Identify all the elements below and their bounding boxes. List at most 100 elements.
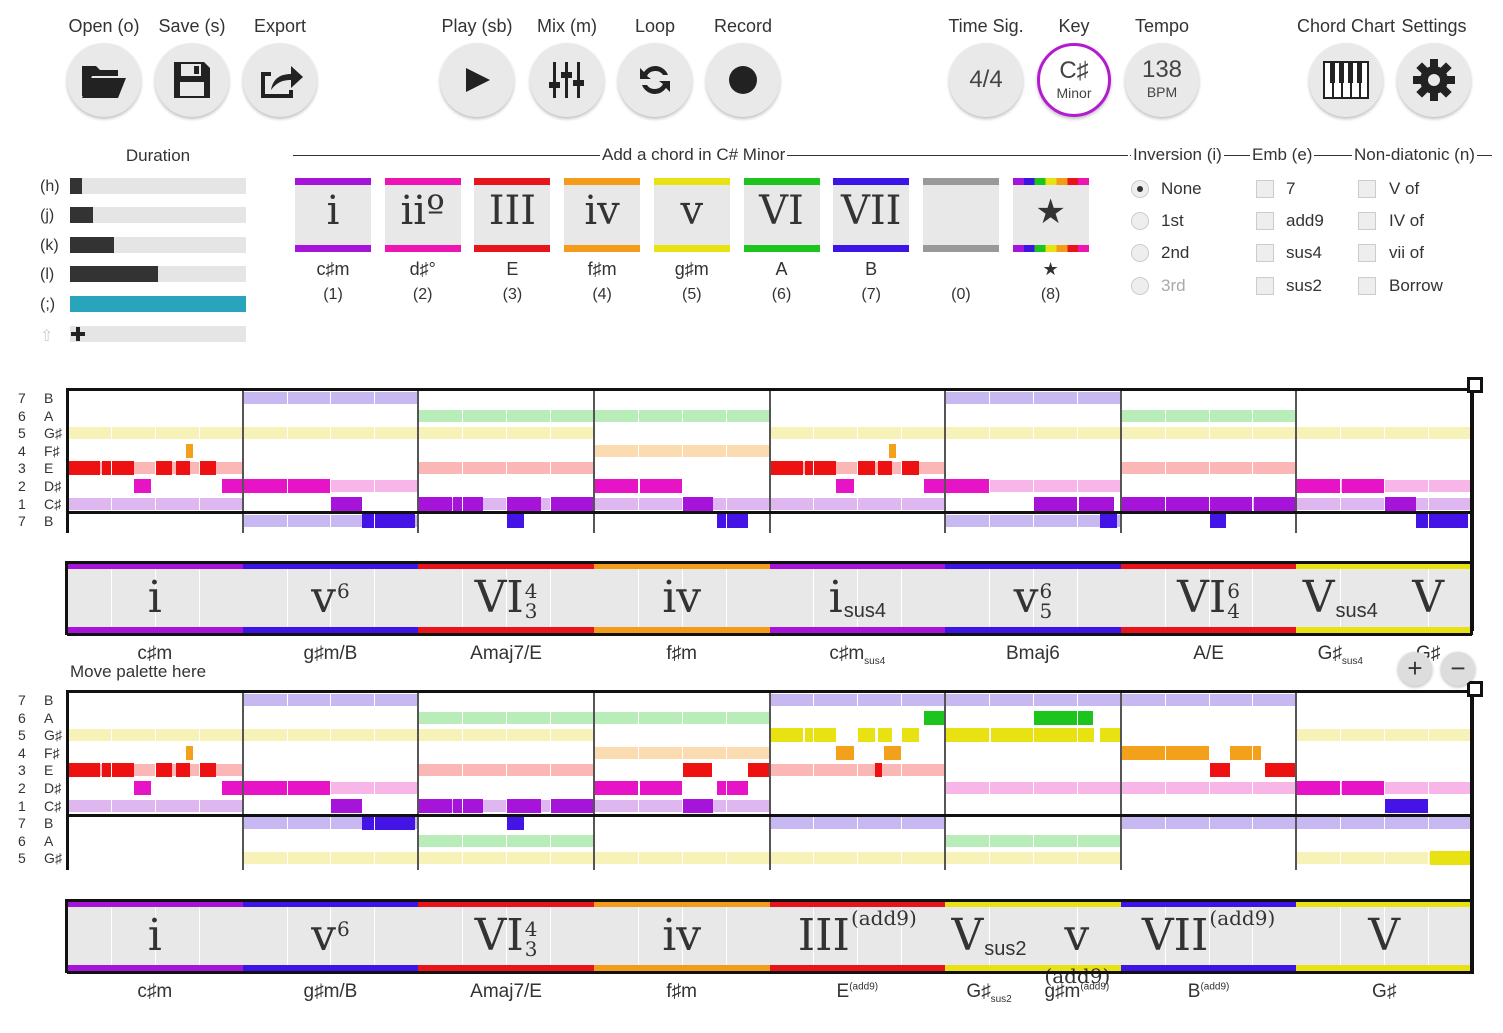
note-block[interactable] <box>1032 728 1095 743</box>
note-block[interactable] <box>883 745 902 760</box>
note-block[interactable] <box>924 710 946 725</box>
note-block[interactable] <box>1099 728 1121 743</box>
inversion-radio[interactable] <box>1131 180 1149 198</box>
note-block[interactable] <box>397 816 415 831</box>
nondiatonic-checkbox[interactable] <box>1358 244 1376 262</box>
note-block[interactable] <box>418 496 452 511</box>
note-block[interactable] <box>1208 514 1227 529</box>
note-block[interactable] <box>288 479 331 493</box>
note-block[interactable] <box>901 728 919 743</box>
note-block[interactable] <box>681 798 714 813</box>
note-block[interactable] <box>1384 798 1429 813</box>
inversion-radio[interactable] <box>1131 212 1149 230</box>
chord-cell[interactable]: VI 6 4 <box>1120 563 1297 633</box>
chord-cell[interactable]: VII (add9) <box>1120 901 1297 971</box>
note-block[interactable] <box>1296 781 1341 795</box>
note-block[interactable] <box>67 461 101 476</box>
chord-card[interactable]: i <box>295 178 371 252</box>
settings-button[interactable] <box>1397 43 1471 117</box>
chord-card[interactable]: iv <box>564 178 641 252</box>
note-block[interactable] <box>593 479 638 493</box>
note-block[interactable] <box>857 728 875 743</box>
chord-card[interactable]: VII <box>833 178 910 252</box>
tempo-button[interactable]: 138 BPM <box>1125 43 1199 117</box>
emb-checkbox[interactable] <box>1256 244 1274 262</box>
dot-duration-bar[interactable] <box>70 326 246 342</box>
note-block[interactable] <box>748 763 770 778</box>
note-block[interactable] <box>1208 763 1230 778</box>
duration-bar[interactable] <box>70 266 246 282</box>
note-block[interactable] <box>549 496 594 511</box>
note-block[interactable] <box>1208 496 1253 511</box>
note-block[interactable] <box>888 443 896 458</box>
key-button[interactable]: C♯ Minor <box>1037 43 1111 117</box>
play-button[interactable] <box>440 43 514 117</box>
note-block[interactable] <box>1296 479 1341 493</box>
note-block[interactable] <box>186 443 194 458</box>
note-block[interactable] <box>506 816 524 831</box>
note-block[interactable] <box>901 461 919 476</box>
note-block[interactable] <box>1429 851 1472 866</box>
chord-cell[interactable]: i sus4 <box>769 563 946 633</box>
note-block[interactable] <box>1264 763 1297 778</box>
duration-bar[interactable] <box>70 296 246 312</box>
duration-bar[interactable] <box>70 237 246 253</box>
note-block[interactable] <box>175 461 190 476</box>
note-block[interactable] <box>1166 745 1209 760</box>
note-block[interactable] <box>198 461 217 476</box>
chord-cell[interactable]: VI 4 3 <box>418 563 594 633</box>
note-block[interactable] <box>769 728 803 743</box>
note-block[interactable] <box>716 781 749 795</box>
nondiatonic-checkbox[interactable] <box>1358 212 1376 230</box>
note-block[interactable] <box>506 798 542 813</box>
note-block[interactable] <box>1032 710 1093 725</box>
note-block[interactable] <box>681 496 714 511</box>
note-block[interactable] <box>198 763 217 778</box>
chord-card[interactable]: III <box>474 178 551 252</box>
note-block[interactable] <box>990 728 1033 743</box>
note-block[interactable] <box>453 496 484 511</box>
note-block[interactable] <box>1342 781 1385 795</box>
chord-cell[interactable]: V <box>1384 563 1472 633</box>
note-block[interactable] <box>1032 496 1077 511</box>
mix-button[interactable] <box>530 43 604 117</box>
chord-card[interactable] <box>922 178 999 252</box>
chord-card[interactable]: VI <box>743 178 820 252</box>
note-block[interactable] <box>1342 479 1385 493</box>
note-block[interactable] <box>397 514 415 529</box>
note-block[interactable] <box>1384 496 1416 511</box>
end-marker-line[interactable] <box>1470 383 1474 631</box>
note-block[interactable] <box>1120 745 1165 760</box>
note-block[interactable] <box>154 763 173 778</box>
note-block[interactable] <box>175 763 190 778</box>
note-block[interactable] <box>945 479 990 493</box>
note-block[interactable] <box>804 728 837 743</box>
emb-checkbox[interactable] <box>1256 212 1274 230</box>
note-block[interactable] <box>154 461 173 476</box>
note-block[interactable] <box>857 461 875 476</box>
note-block[interactable] <box>874 763 882 778</box>
duration-bar[interactable] <box>70 178 246 194</box>
note-block[interactable] <box>186 745 194 760</box>
note-block[interactable] <box>102 763 134 778</box>
note-block[interactable] <box>945 728 990 743</box>
note-block[interactable] <box>1166 496 1209 511</box>
chord-cell[interactable]: III (add9) <box>769 901 946 971</box>
note-block[interactable] <box>878 461 893 476</box>
note-block[interactable] <box>639 479 682 493</box>
note-block[interactable] <box>639 781 682 795</box>
record-button[interactable] <box>706 43 780 117</box>
note-block[interactable] <box>242 479 287 493</box>
note-block[interactable] <box>1229 745 1262 760</box>
chord-cell[interactable]: VI 4 3 <box>418 901 594 971</box>
note-block[interactable] <box>769 461 803 476</box>
chord-cell[interactable]: i <box>67 901 243 971</box>
export-button[interactable] <box>243 43 317 117</box>
chord-card[interactable]: iiº <box>384 178 461 252</box>
emb-checkbox[interactable] <box>1256 180 1274 198</box>
note-block[interactable] <box>362 816 398 831</box>
note-block[interactable] <box>1078 496 1114 511</box>
